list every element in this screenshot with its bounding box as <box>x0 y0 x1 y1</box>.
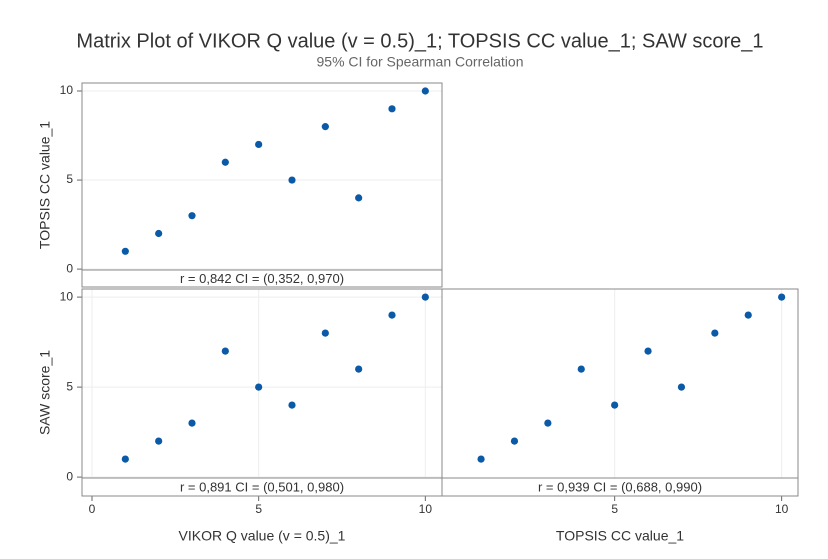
point <box>778 293 786 301</box>
annotation: r = 0,891 CI = (0,501, 0,980) <box>180 479 344 494</box>
point <box>355 194 363 202</box>
panel-frame <box>81 288 443 497</box>
y-axis-label: TOPSIS CC value_1 <box>37 121 53 249</box>
x-tick-label: 5 <box>255 502 262 516</box>
y-tick-label: 10 <box>60 83 74 97</box>
point <box>388 311 396 319</box>
point <box>510 437 519 445</box>
point <box>188 212 196 220</box>
x-axis-label: TOPSIS CC value_1 <box>556 528 684 544</box>
point <box>255 140 263 149</box>
point <box>221 158 229 166</box>
point <box>544 419 552 427</box>
point <box>255 383 263 391</box>
point <box>421 87 429 95</box>
panel-frame <box>81 82 443 288</box>
point <box>677 383 686 391</box>
point <box>121 455 129 463</box>
point <box>577 365 585 373</box>
point <box>711 329 719 337</box>
point <box>288 401 296 409</box>
x-tick-label: 0 <box>89 502 96 516</box>
x-tick-label: 5 <box>611 502 618 516</box>
point <box>421 293 429 301</box>
point <box>744 311 752 319</box>
point <box>221 347 229 355</box>
point <box>611 401 619 409</box>
annotation: r = 0,939 CI = (0,688, 0,990) <box>538 479 702 494</box>
point <box>477 455 485 463</box>
point <box>355 365 363 373</box>
y-tick-label: 0 <box>66 261 73 275</box>
annotation: r = 0,842 CI = (0,352, 0,970) <box>180 271 344 286</box>
point <box>644 347 652 355</box>
panel-frame <box>441 288 799 497</box>
point <box>388 105 396 113</box>
point <box>321 329 329 337</box>
y-axis-label: SAW score_1 <box>37 350 53 435</box>
x-tick-label: 10 <box>419 502 433 516</box>
point <box>321 123 329 131</box>
point <box>121 247 129 255</box>
x-axis-label: VIKOR Q value (v = 0.5)_1 <box>179 528 346 544</box>
y-tick-label: 5 <box>66 172 73 186</box>
y-tick-label: 5 <box>66 379 73 393</box>
point <box>155 229 163 238</box>
y-tick-label: 0 <box>66 469 73 483</box>
point <box>188 419 196 427</box>
point <box>288 176 296 184</box>
point <box>155 437 163 445</box>
y-tick-label: 10 <box>60 289 74 303</box>
chart-title: Matrix Plot of VIKOR Q value (v = 0.5)_1… <box>76 30 763 52</box>
x-tick-label: 10 <box>775 502 789 516</box>
chart-subtitle: 95% CI for Spearman Correlation <box>317 54 524 70</box>
